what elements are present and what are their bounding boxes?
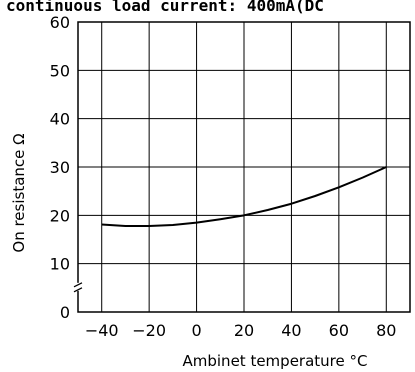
- y-tick-label: 10: [50, 255, 70, 274]
- y-tick-label: 40: [50, 110, 70, 129]
- plot-frame: [77, 21, 411, 313]
- chart-title: continuous load current: 400mA(DC: [6, 0, 324, 15]
- y-tick-label: 0: [60, 303, 70, 322]
- axis-break-stroke-upper: [73, 282, 83, 288]
- y-axis-break-mark: [73, 282, 83, 293]
- y-axis-label: On resistance Ω: [10, 133, 28, 252]
- y-tick-label: 30: [50, 158, 70, 177]
- y-tick-labels: 0 10 20 30 40 50 60: [50, 13, 70, 322]
- y-tick-label: 50: [50, 61, 70, 80]
- axis-break-gap: [75, 282, 81, 291]
- series-group: [101, 166, 387, 227]
- x-tick-labels: −40 −20 0 20 40 60 80: [85, 321, 397, 340]
- x-axis-label: Ambinet temperature °C: [183, 352, 368, 370]
- x-tick-label: 0: [191, 321, 201, 340]
- x-tick-label: 80: [376, 321, 396, 340]
- axis-break-stroke-lower: [73, 287, 83, 293]
- y-tick-label: 20: [50, 206, 70, 225]
- y-tick-label: 60: [50, 13, 70, 32]
- x-tick-label: −40: [85, 321, 119, 340]
- x-tick-label: 40: [281, 321, 301, 340]
- series-line-0: [101, 166, 387, 227]
- x-tick-label: 20: [234, 321, 254, 340]
- x-tick-label: −20: [132, 321, 166, 340]
- x-tick-label: 60: [329, 321, 349, 340]
- grid-lines: [78, 21, 410, 313]
